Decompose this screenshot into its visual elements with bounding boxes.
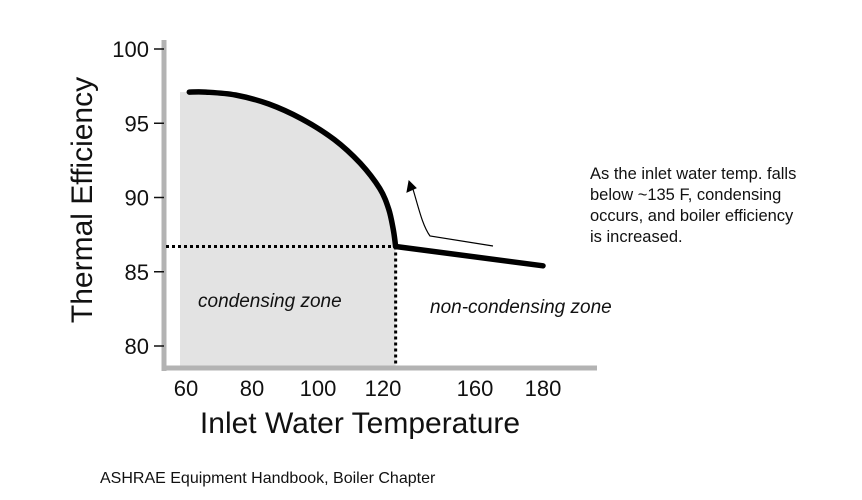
source-caption: ASHRAE Equipment Handbook, Boiler Chapte… (100, 470, 436, 487)
y-tick-label: 90 (125, 186, 149, 211)
x-tick-label: 100 (300, 376, 337, 401)
x-tick-label: 160 (457, 376, 494, 401)
x-tick-label: 60 (174, 376, 198, 401)
noncondensing-efficiency-curve (392, 243, 546, 269)
y-tick-label: 100 (112, 37, 149, 62)
y-tick-label: 95 (125, 111, 149, 136)
trend-arrow-line (411, 185, 494, 247)
trend-arrow-head (406, 179, 417, 193)
x-tick-label: 80 (240, 376, 264, 401)
condensing-zone-fill (180, 91, 396, 366)
condensing-zone-label: condensing zone (198, 291, 342, 312)
x-tick-label: 180 (525, 376, 562, 401)
x-axis-title: Inlet Water Temperature (200, 407, 520, 440)
y-axis-title: Thermal Efficiency (66, 77, 99, 323)
x-tick-label: 120 (365, 376, 402, 401)
y-tick-label: 85 (125, 260, 149, 285)
condensing-efficiency-curve (186, 89, 399, 250)
condensing-annotation: As the inlet water temp. falls below ~13… (590, 165, 797, 246)
noncondensing-zone-label: non-condensing zone (430, 297, 612, 318)
y-tick-label: 80 (125, 334, 149, 359)
